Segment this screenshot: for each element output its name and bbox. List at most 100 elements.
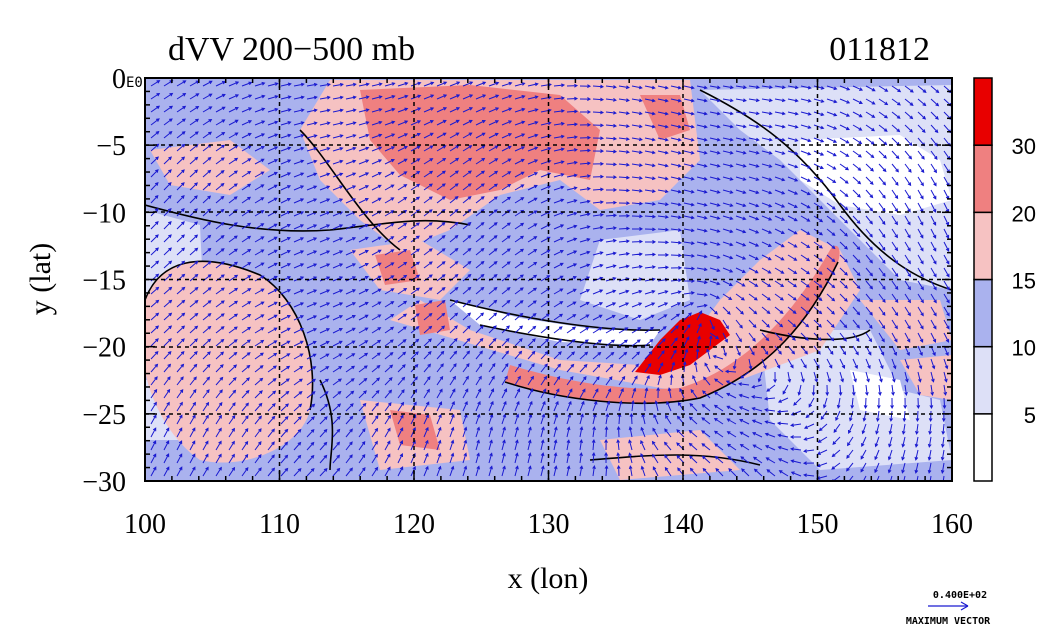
wind-arrow — [488, 400, 494, 412]
wind-arrow — [254, 301, 265, 308]
wind-arrow — [802, 461, 815, 466]
wind-arrow — [436, 107, 448, 113]
wind-arrow — [527, 223, 538, 230]
wind-arrow — [514, 375, 521, 386]
wind-arrow — [319, 263, 331, 269]
wind-arrow — [254, 352, 264, 360]
wind-arrow — [488, 439, 493, 451]
wind-arrow — [267, 352, 278, 360]
wind-arrow — [371, 108, 383, 113]
wind-arrow — [930, 150, 938, 160]
wind-arrow — [709, 124, 721, 129]
wind-arrow — [293, 441, 302, 451]
wind-arrow — [631, 264, 643, 269]
wind-arrow — [371, 223, 382, 230]
wind-arrow — [488, 248, 498, 256]
wind-arrow — [228, 261, 239, 269]
wind-arrow — [943, 358, 949, 370]
wind-arrow — [929, 397, 934, 410]
wind-arrow — [293, 391, 303, 399]
wind-arrow — [813, 215, 824, 223]
wind-arrow — [371, 389, 380, 399]
wind-arrow — [397, 389, 405, 399]
vector-key-magnitude: 0.400E+02 — [933, 590, 987, 601]
wind-arrow — [670, 215, 682, 220]
wind-arrow — [696, 303, 708, 308]
wind-arrow — [228, 145, 239, 152]
wind-arrow — [722, 202, 734, 207]
wind-arrow — [306, 263, 318, 269]
wind-arrow — [930, 137, 938, 147]
wind-arrow — [280, 353, 291, 360]
wind-arrow — [267, 159, 279, 165]
wind-arrow — [891, 189, 899, 200]
wind-arrow — [293, 237, 305, 243]
wind-arrow — [163, 247, 172, 256]
wind-arrow — [449, 107, 461, 113]
wind-arrow — [462, 94, 474, 100]
wind-arrow — [527, 184, 538, 191]
wind-arrow — [189, 299, 199, 308]
wind-arrow — [592, 161, 605, 166]
wind-arrow — [863, 397, 868, 410]
wind-arrow — [163, 208, 172, 217]
wind-arrow — [904, 384, 908, 396]
wind-arrow — [800, 215, 811, 222]
wind-arrow — [847, 436, 854, 447]
wind-arrow — [891, 124, 901, 133]
wind-arrow — [397, 274, 408, 282]
wind-arrow — [306, 185, 318, 191]
wind-arrow — [475, 132, 486, 139]
wind-arrow — [449, 170, 459, 178]
wind-arrow — [714, 378, 724, 386]
wind-arrow — [332, 289, 344, 295]
wind-arrow — [189, 363, 198, 373]
wind-arrow — [592, 97, 605, 102]
wind-arrow — [696, 98, 708, 103]
wind-arrow — [566, 250, 578, 256]
wind-arrow — [488, 261, 498, 269]
wind-arrow — [176, 105, 187, 113]
wind-arrow — [410, 183, 421, 191]
wind-arrow — [761, 124, 773, 129]
wind-arrow — [689, 467, 698, 477]
wind-arrow — [943, 384, 948, 396]
wind-arrow — [215, 93, 226, 100]
wind-arrow — [766, 469, 776, 477]
wind-arrow — [514, 184, 525, 191]
wind-arrow — [774, 189, 786, 195]
wind-arrow — [514, 350, 523, 360]
wind-arrow — [943, 371, 948, 383]
wind-arrow — [501, 145, 512, 152]
wind-arrow — [787, 189, 799, 195]
wind-arrow — [202, 169, 212, 178]
wind-arrow — [332, 121, 344, 126]
wind-arrow — [605, 136, 618, 141]
wind-arrow — [488, 325, 497, 334]
wind-arrow — [384, 377, 393, 386]
wind-arrow — [176, 363, 185, 373]
wind-arrow — [839, 124, 850, 131]
wind-arrow — [891, 85, 902, 93]
wind-arrow — [397, 81, 409, 87]
wind-arrow — [592, 110, 605, 115]
wind-arrow — [540, 400, 546, 412]
wind-arrow — [228, 389, 237, 399]
wind-arrow — [846, 449, 854, 459]
wind-arrow — [488, 299, 498, 308]
wind-arrow — [410, 107, 422, 113]
wind-arrow — [358, 263, 369, 269]
wind-arrow — [701, 430, 711, 438]
wind-arrow — [371, 184, 382, 191]
wind-arrow — [831, 449, 841, 458]
wind-arrow — [839, 85, 851, 91]
wind-arrow — [808, 397, 815, 408]
wind-arrow — [605, 188, 618, 192]
wind-arrow — [826, 228, 836, 236]
wind-arrow — [670, 228, 682, 232]
wind-arrow — [787, 319, 797, 328]
wind-arrow — [618, 289, 630, 295]
wind-arrow — [823, 397, 828, 409]
wind-arrow — [566, 122, 579, 127]
